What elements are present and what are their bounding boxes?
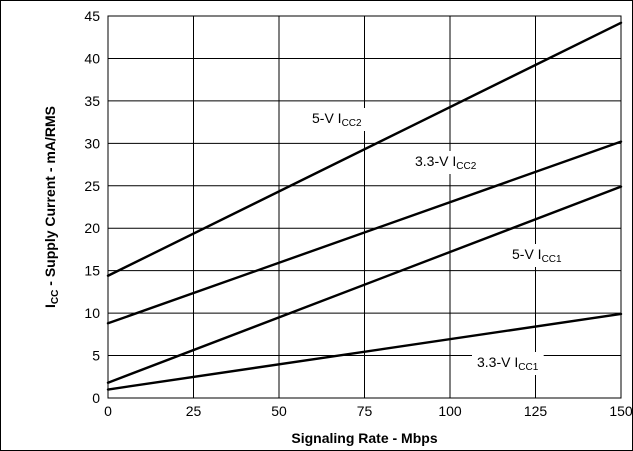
series-label-text: 3.3-V ICC1 — [477, 354, 539, 373]
y-tick-label: 20 — [84, 220, 100, 236]
y-axis-title: ICC - Supply Current - mA/RMS — [42, 106, 61, 308]
series-label-text: 3.3-V ICC2 — [415, 153, 477, 172]
series-label-bg — [307, 108, 368, 131]
y-axis-title-main: I — [42, 304, 58, 308]
series-line-1 — [106, 21, 623, 277]
series-line-2 — [106, 140, 623, 325]
y-tick-label: 35 — [84, 93, 100, 109]
x-axis-title: Signaling Rate - Mbps — [291, 430, 437, 446]
series-label-sub: CC1 — [542, 254, 562, 265]
series-label-main: 3.3-V I — [477, 354, 518, 370]
series-label-main: 3.3-V I — [415, 153, 456, 169]
series-label-sub: CC1 — [518, 362, 538, 373]
y-axis-title-sub: CC — [50, 290, 61, 304]
series-label-2: 3.3-V ICC2 — [410, 151, 482, 174]
y-axis-title-rest: - Supply Current - mA/RMS — [42, 106, 58, 290]
x-tick-label: 75 — [357, 403, 373, 419]
x-tick-label: 25 — [186, 403, 202, 419]
y-tick-label: 25 — [84, 178, 100, 194]
y-tick-label: 40 — [84, 50, 100, 66]
series-label-sub: CC2 — [342, 118, 362, 129]
series-label-1: 5-V ICC2 — [307, 108, 368, 131]
series-label-bg — [507, 244, 568, 267]
series-label-4: 3.3-V ICC1 — [472, 352, 544, 375]
x-tick-label: 0 — [104, 403, 112, 419]
series-label-main: 5-V I — [512, 246, 542, 262]
series-label-text: 5-V ICC1 — [512, 246, 562, 265]
x-tick-labels: 0 25 50 75 100 125 150 — [104, 403, 633, 419]
series-label-3: 5-V ICC1 — [507, 244, 568, 267]
series-lines — [106, 21, 623, 391]
y-tick-label: 15 — [84, 263, 100, 279]
series-label-sub: CC2 — [456, 161, 476, 172]
x-tick-label: 150 — [609, 403, 633, 419]
series-label-text: 5-V ICC2 — [312, 110, 362, 129]
plot-frame — [107, 15, 622, 399]
y-tick-label: 0 — [92, 390, 100, 406]
series-line-3 — [106, 185, 623, 384]
x-tick-label: 125 — [524, 403, 548, 419]
y-tick-label: 30 — [84, 135, 100, 151]
y-tick-label: 5 — [92, 348, 100, 364]
series-line-4 — [106, 312, 623, 391]
series-label-main: 5-V I — [312, 110, 342, 126]
series-label-bg — [410, 151, 482, 174]
y-tick-label: 10 — [84, 305, 100, 321]
y-tick-label: 45 — [84, 8, 100, 24]
y-tick-labels: 0 5 10 15 20 25 30 35 40 45 — [84, 8, 100, 406]
series-label-bg — [472, 352, 544, 375]
grid — [108, 16, 621, 398]
x-tick-label: 50 — [271, 403, 287, 419]
x-tick-label: 100 — [438, 403, 462, 419]
